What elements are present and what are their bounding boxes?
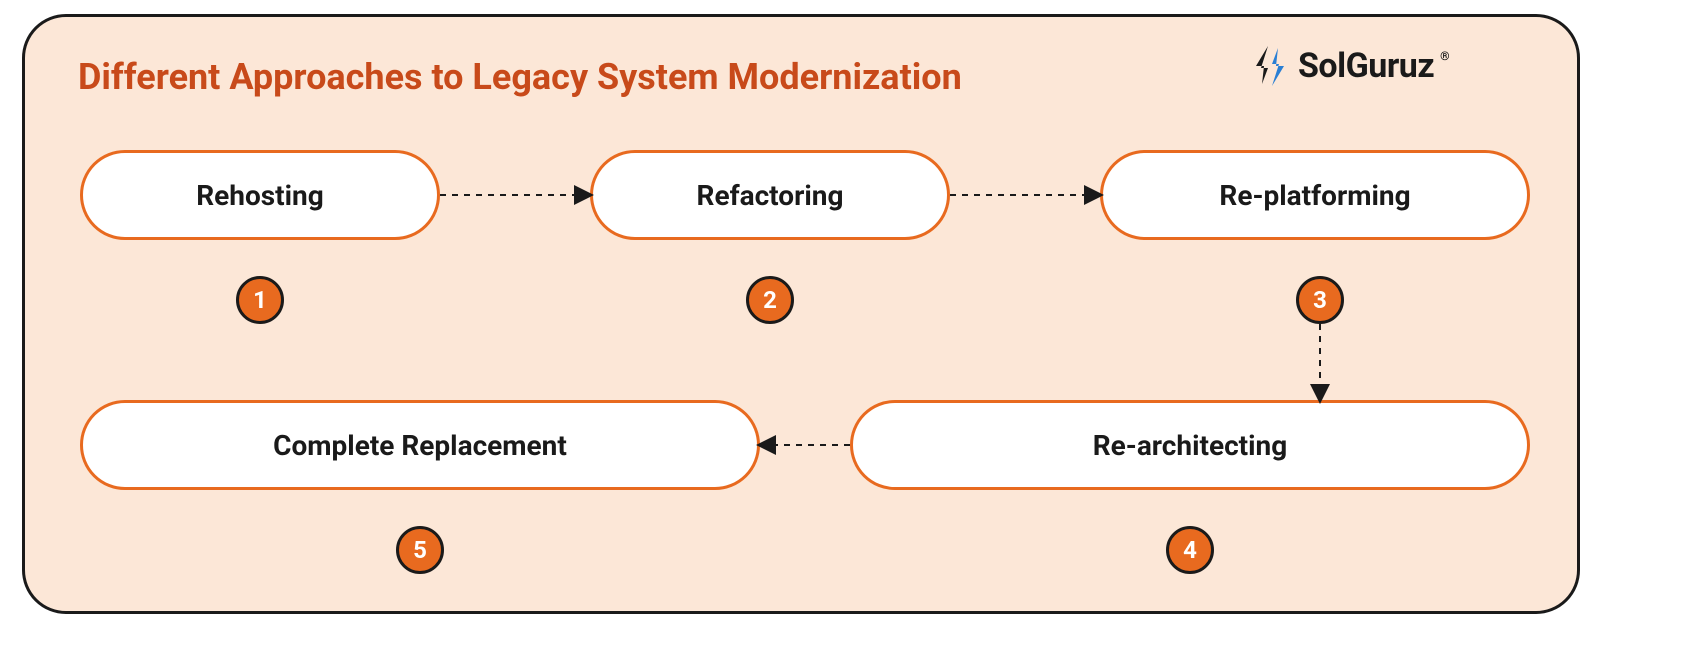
diagram-canvas: Different Approaches to Legacy System Mo… (0, 0, 1700, 656)
flow-arrows (0, 0, 1700, 656)
